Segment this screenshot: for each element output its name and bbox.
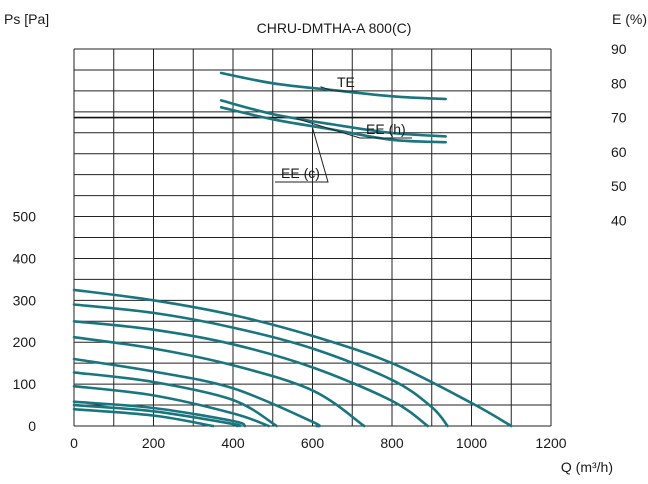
fan-curve bbox=[72, 403, 242, 428]
fan-curve bbox=[72, 303, 449, 428]
x-tick-label: 1200 bbox=[535, 435, 566, 451]
y-right-tick-label: 70 bbox=[611, 110, 627, 126]
y-left-axis-label: Ps [Pa] bbox=[4, 11, 49, 27]
fan-curve bbox=[72, 371, 278, 428]
y-right-tick-label: 50 bbox=[611, 178, 627, 194]
series-leader-line bbox=[275, 127, 329, 183]
y-right-axis-label: E (%) bbox=[612, 11, 647, 27]
series-label: TE bbox=[337, 74, 355, 90]
y-right-tick-label: 90 bbox=[611, 41, 627, 57]
x-tick-label: 0 bbox=[70, 435, 78, 451]
series-label: EE (h) bbox=[366, 121, 406, 137]
y-left-tick-label: 200 bbox=[13, 334, 37, 350]
fan-curve bbox=[72, 357, 321, 428]
series-leader-line bbox=[296, 118, 412, 139]
x-tick-label: 1000 bbox=[456, 435, 487, 451]
fan-curve bbox=[72, 335, 366, 428]
fan-curve bbox=[72, 288, 513, 428]
series-label: EE (c) bbox=[281, 165, 320, 181]
y-right-tick-label: 60 bbox=[611, 144, 627, 160]
x-tick-label: 800 bbox=[380, 435, 404, 451]
efficiency-curve bbox=[219, 71, 447, 101]
grid-layer bbox=[73, 48, 552, 427]
chart-title: CHRU-DMTHA-A 800(C) bbox=[257, 20, 412, 36]
x-tick-label: 600 bbox=[301, 435, 325, 451]
x-axis-label: Q (m³/h) bbox=[561, 459, 613, 475]
fan-curve bbox=[72, 320, 430, 428]
y-left-tick-label: 400 bbox=[13, 250, 37, 266]
y-left-tick-label: 0 bbox=[28, 418, 36, 434]
y-left-tick-label: 500 bbox=[13, 209, 37, 225]
label-layer: CHRU-DMTHA-A 800(C) Ps [Pa] E (%) Q (m³/… bbox=[4, 11, 647, 475]
y-left-tick-label: 100 bbox=[13, 376, 37, 392]
series-leader-line bbox=[320, 86, 357, 92]
fan-curve bbox=[72, 407, 215, 428]
x-tick-label: 200 bbox=[142, 435, 166, 451]
y-right-tick-label: 80 bbox=[611, 75, 627, 91]
fan-curve bbox=[72, 400, 247, 428]
efficiency-curve bbox=[219, 99, 447, 138]
y-left-tick-label: 300 bbox=[13, 292, 37, 308]
curve-layer bbox=[72, 71, 513, 428]
fan-curve bbox=[72, 384, 271, 428]
y-right-tick-label: 40 bbox=[611, 212, 627, 228]
x-tick-label: 400 bbox=[221, 435, 245, 451]
